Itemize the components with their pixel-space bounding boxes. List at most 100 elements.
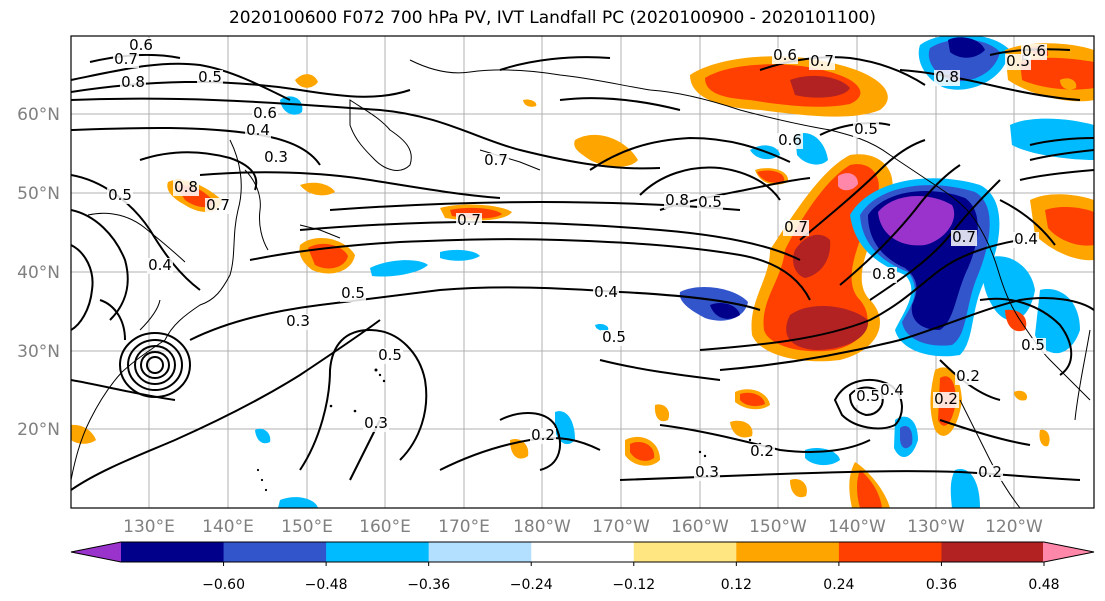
contour-label: 0.5 (340, 284, 366, 302)
contour-label: 0.8 (934, 68, 960, 86)
contour-label: 0.8 (173, 178, 199, 196)
pv-contours (71, 48, 1094, 491)
contour-label: 0.6 (128, 36, 154, 54)
contour-label: 0.5 (377, 346, 403, 364)
colorbar-tick-label: −0.48 (305, 577, 348, 593)
colorbar-tick-label: 0.36 (926, 577, 957, 593)
svg-text:0.6: 0.6 (773, 46, 797, 64)
lon-tick-label: 170°W (592, 517, 650, 537)
svg-text:0.4: 0.4 (246, 121, 270, 139)
svg-text:0.6: 0.6 (253, 104, 277, 122)
lat-tick-label: 60°N (17, 105, 60, 125)
colorbar-segment (736, 542, 840, 562)
svg-text:0.7: 0.7 (952, 228, 976, 246)
contour-label: 0.5 (697, 193, 723, 211)
svg-text:0.5: 0.5 (341, 284, 365, 302)
contour-label: 0.6 (252, 104, 278, 122)
colorbar-tick-label: −0.12 (612, 577, 655, 593)
contour-label: 0.4 (147, 256, 173, 274)
longitude-tick-labels: 130°E 140°E 150°E 160°E 170°E 180°W 170°W 160°W… (123, 517, 1043, 537)
colorbar (70, 541, 1095, 563)
lon-tick-label: 180°W (513, 517, 571, 537)
coastlines (71, 59, 1091, 508)
lon-tick-label: 150°E (281, 517, 333, 537)
contour-label: 0.6 (1021, 42, 1047, 60)
colorbar-segment (941, 542, 1045, 562)
svg-text:0.4: 0.4 (1014, 230, 1038, 248)
lon-tick-label: 160°W (671, 517, 729, 537)
colorbar-tick-label: 0.48 (1028, 577, 1059, 593)
svg-text:0.8: 0.8 (121, 73, 145, 91)
colorbar-tick-label: −0.60 (202, 577, 245, 593)
colorbar-segment (223, 542, 327, 562)
svg-text:0.2: 0.2 (978, 463, 1002, 481)
contour-label: 0.3 (285, 312, 311, 330)
svg-text:0.3: 0.3 (364, 414, 388, 432)
colorbar-tick-label: 0.24 (823, 577, 854, 593)
colorbar-tick-label: −0.24 (510, 577, 553, 593)
contour-label: 0.2 (955, 367, 981, 385)
lon-tick-label: 140°W (828, 517, 886, 537)
contour-label: 0.2 (977, 463, 1003, 481)
contour-label: 0.7 (483, 151, 509, 169)
colorbar-tick-label: 0.12 (721, 577, 752, 593)
svg-text:0.2: 0.2 (956, 367, 980, 385)
svg-text:0.8: 0.8 (665, 191, 689, 209)
svg-text:0.4: 0.4 (148, 256, 172, 274)
contour-label: 0.7 (951, 228, 977, 246)
svg-text:0.7: 0.7 (484, 151, 508, 169)
contour-label: 0.6 (777, 131, 803, 149)
svg-text:0.4: 0.4 (880, 381, 904, 399)
svg-text:0.7: 0.7 (457, 211, 481, 229)
svg-text:0.5: 0.5 (602, 328, 626, 346)
lon-tick-label: 170°E (438, 517, 490, 537)
contour-label: 0.7 (113, 50, 139, 68)
colorbar-segment (428, 542, 532, 562)
svg-text:0.7: 0.7 (114, 50, 138, 68)
svg-text:0.2: 0.2 (934, 390, 958, 408)
svg-text:0.8: 0.8 (935, 68, 959, 86)
lon-tick-label: 130°W (907, 517, 965, 537)
svg-text:0.4: 0.4 (594, 283, 618, 301)
contour-label: 0.6 (772, 46, 798, 64)
lon-tick-label: 160°E (359, 517, 411, 537)
svg-text:0.6: 0.6 (778, 131, 802, 149)
colorbar-segment (838, 542, 942, 562)
lat-tick-label: 20°N (17, 420, 60, 440)
contour-label: 0.5 (1020, 336, 1046, 354)
contour-label: 0.4 (245, 121, 271, 139)
svg-text:0.2: 0.2 (750, 442, 774, 460)
contour-label: 0.2 (749, 442, 775, 460)
svg-text:0.3: 0.3 (286, 312, 310, 330)
contour-label: 0.5 (107, 186, 133, 204)
lon-tick-label: 140°E (202, 517, 254, 537)
svg-text:0.8: 0.8 (872, 265, 896, 283)
svg-text:0.5: 0.5 (108, 186, 132, 204)
svg-text:0.7: 0.7 (206, 196, 230, 214)
contour-label: 0.5 (197, 68, 223, 86)
contour-label: 0.2 (530, 426, 556, 444)
svg-text:0.6: 0.6 (1022, 42, 1046, 60)
contour-label: 0.7 (456, 211, 482, 229)
lat-tick-label: 50°N (17, 184, 60, 204)
contour-label: 0.4 (593, 283, 619, 301)
contour-label: 0.4 (879, 381, 905, 399)
svg-text:0.3: 0.3 (695, 463, 719, 481)
colorbar-extend-min (71, 542, 122, 562)
lat-tick-label: 40°N (17, 263, 60, 283)
contour-label: 0.8 (120, 73, 146, 91)
colorbar-tick-labels: −0.60 −0.48 −0.36 −0.24 −0.12 0.12 0.24 0.36 0.4… (202, 562, 1060, 593)
colorbar-extend-max (1043, 542, 1094, 562)
contour-label: 0.4 (1013, 230, 1039, 248)
contour-label: 0.8 (871, 265, 897, 283)
svg-text:0.5: 0.5 (856, 387, 880, 405)
lon-tick-label: 150°W (749, 517, 807, 537)
contour-label: 0.8 (664, 191, 690, 209)
svg-text:0.5: 0.5 (698, 193, 722, 211)
contour-label: 0.5 (601, 328, 627, 346)
svg-text:0.5: 0.5 (1021, 336, 1045, 354)
colorbar-segment (633, 542, 737, 562)
svg-text:0.6: 0.6 (129, 36, 153, 54)
svg-text:0.8: 0.8 (174, 178, 198, 196)
